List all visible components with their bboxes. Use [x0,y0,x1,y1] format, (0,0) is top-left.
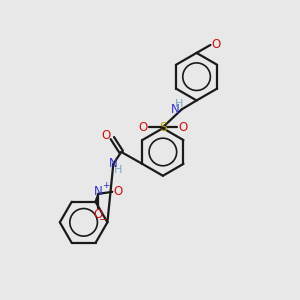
Text: H: H [114,165,122,175]
Text: O: O [212,38,221,52]
Text: +: + [102,182,109,190]
Text: O: O [102,129,111,142]
Text: N: N [170,103,179,116]
Text: O: O [114,185,123,198]
Text: O: O [178,121,187,134]
Text: O: O [94,208,103,221]
Text: S: S [159,121,167,134]
Text: N: N [94,185,103,198]
Text: O: O [138,121,148,134]
Text: N: N [109,158,118,170]
Text: H: H [175,99,183,110]
Text: −: − [99,214,108,225]
